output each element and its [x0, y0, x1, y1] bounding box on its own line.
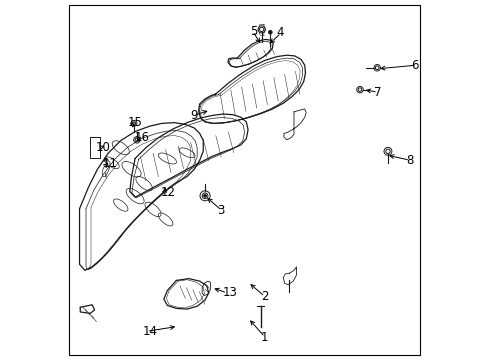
- Text: 2: 2: [260, 290, 267, 303]
- Text: 14: 14: [142, 325, 157, 338]
- Text: 3: 3: [217, 204, 224, 217]
- Text: 6: 6: [410, 59, 418, 72]
- Text: 11: 11: [102, 157, 118, 170]
- Text: 9: 9: [190, 109, 198, 122]
- Circle shape: [268, 31, 271, 34]
- Text: 7: 7: [373, 86, 380, 99]
- Text: 1: 1: [260, 330, 267, 343]
- Text: 16: 16: [134, 131, 149, 144]
- Text: 5: 5: [249, 25, 257, 38]
- Text: 8: 8: [405, 154, 412, 167]
- Text: 15: 15: [128, 116, 142, 129]
- Text: 4: 4: [276, 27, 284, 40]
- Circle shape: [203, 194, 206, 197]
- Text: 10: 10: [96, 141, 110, 154]
- Text: 13: 13: [223, 287, 237, 300]
- Text: 12: 12: [160, 186, 175, 199]
